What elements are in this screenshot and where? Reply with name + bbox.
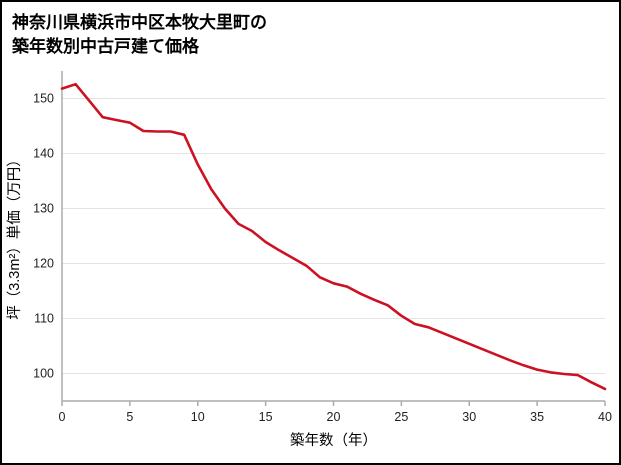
x-tick-label: 15: [259, 410, 273, 424]
x-tick-label: 20: [327, 410, 341, 424]
y-tick-label: 100: [33, 366, 54, 380]
y-tick-label: 130: [33, 201, 54, 215]
y-tick-label: 140: [33, 146, 54, 160]
chart-title-line-1: 神奈川県横浜市中区本牧大里町の: [12, 13, 267, 32]
chart-svg: 0 5 10 15 20 25 30 35 40 100 110 120 130 140 150 築年数（年）…: [6, 70, 612, 449]
x-tick-label: 10: [191, 410, 205, 424]
price-chart: 0 5 10 15 20 25 30 35 40 100 110 120 130 140 150 築年数（年）…: [2, 59, 619, 455]
chart-title-line-2: 築年数別中古戸建て価格: [12, 36, 199, 56]
x-tick-label: 30: [462, 410, 476, 424]
x-tick-label: 35: [530, 410, 544, 424]
y-tick-label: 110: [34, 311, 54, 325]
chart-title: 神奈川県横浜市中区本牧大里町の 築年数別中古戸建て価格: [2, 2, 619, 59]
y-tick-label: 120: [33, 256, 54, 270]
y-tick-label: 150: [33, 91, 54, 105]
x-tick-label: 25: [394, 410, 408, 424]
price-line: [60, 82, 607, 390]
x-tick-label: 0: [59, 410, 66, 424]
y-axis-title: 坪（3.3m²）単価（万円）: [6, 152, 23, 320]
x-tick-label: 5: [126, 410, 133, 424]
x-axis-title: 築年数（年）: [290, 431, 377, 449]
x-tick-label: 40: [598, 410, 612, 424]
